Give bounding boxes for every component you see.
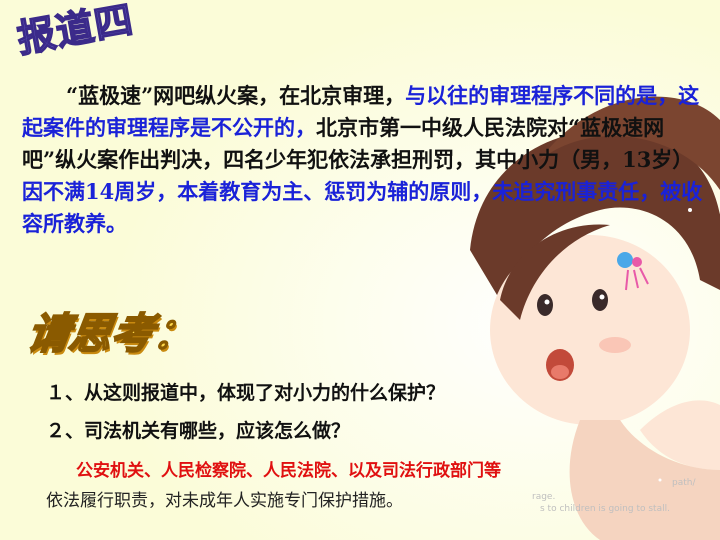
answer-duties: 依法履行职责，对未成年人实施专门保护措施。 [46,491,403,511]
question-2: ２、司法机关有哪些，应该怎么做？ [46,420,351,442]
paragraph-highlight-1: 与以往的审理程序不同的是，这起案件的审理程序是不公开的， [22,83,700,140]
paragraph-part-1: “蓝极速”网吧纵火案，在北京审理， [66,83,406,108]
paragraph-part-3: 北京市第一中级人民法院对“蓝极速网吧”纵火案作出判决，四名少年犯依法承担刑罚，其… [22,115,694,172]
watermark-line-2: rage. [532,492,556,502]
question-1: １、从这则报道中，体现了对小力的什么保护？ [46,382,446,404]
watermark-line-1: path/ [672,478,696,488]
paragraph-highlight-2: 因不满14周岁，本着教育为主、惩罚为辅的原则，未追究刑事责任，被收容所教养。 [22,179,703,236]
answer-agencies: 公安机关、人民检察院、人民法院、以及司法行政部门等 [76,461,501,481]
watermark-line-3: s to children is going to stall. [540,504,670,514]
think-label: 请思考： [23,308,200,359]
news-paragraph: “蓝极速”网吧纵火案，在北京审理，与以往的审理程序不同的是，这起案件的审理程序是… [22,80,712,240]
